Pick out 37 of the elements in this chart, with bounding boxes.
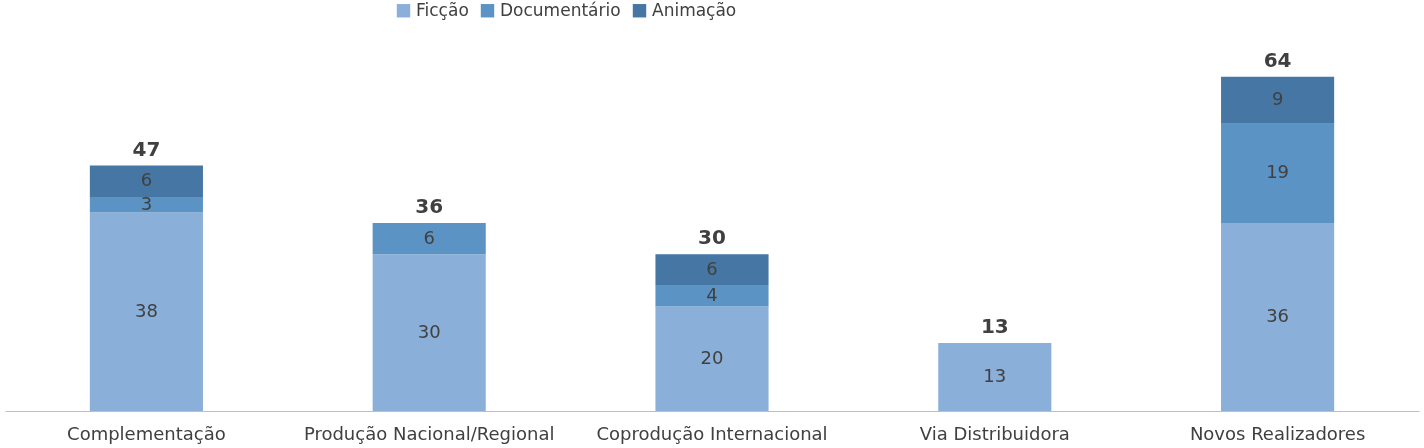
data-label: 6 (140, 169, 153, 191)
data-label: 6 (423, 226, 435, 248)
bar (89, 196, 203, 213)
x-tick-label: Novos Realizadores (1189, 422, 1366, 444)
bar (89, 165, 203, 197)
legend-label: Documentário (500, 0, 621, 20)
bar (655, 254, 769, 286)
data-label: 36 (1266, 305, 1290, 327)
data-label: 30 (417, 320, 441, 342)
bar (1221, 76, 1335, 124)
total-label: 30 (698, 225, 726, 250)
data-label: 38 (134, 299, 158, 321)
data-label: 13 (983, 365, 1007, 387)
total-label: 64 (1263, 47, 1292, 72)
data-label: 4 (706, 284, 718, 306)
x-tick-label: Complementação (67, 422, 226, 444)
bar (655, 285, 769, 307)
legend-label: Ficção (416, 0, 469, 20)
total-label: 13 (980, 314, 1009, 339)
legend-label: Animação (652, 0, 737, 20)
bar (938, 343, 1052, 411)
data-label: 20 (700, 346, 724, 368)
bar (655, 306, 769, 411)
data-label: 9 (1271, 88, 1284, 110)
bar (372, 254, 486, 411)
bar (1221, 223, 1335, 411)
bar (89, 212, 203, 411)
data-label: 19 (1266, 161, 1290, 183)
data-label: 3 (140, 192, 153, 214)
bar (372, 223, 486, 255)
data-label: 6 (706, 258, 718, 280)
x-tick-label: Coprodução Internacional (596, 422, 828, 444)
bar (1221, 123, 1335, 224)
x-tick-label: Via Distribuidora (919, 422, 1070, 444)
x-tick-label: Produção Nacional/Regional (303, 422, 555, 444)
total-label: 47 (132, 136, 161, 161)
total-label: 36 (415, 194, 444, 219)
